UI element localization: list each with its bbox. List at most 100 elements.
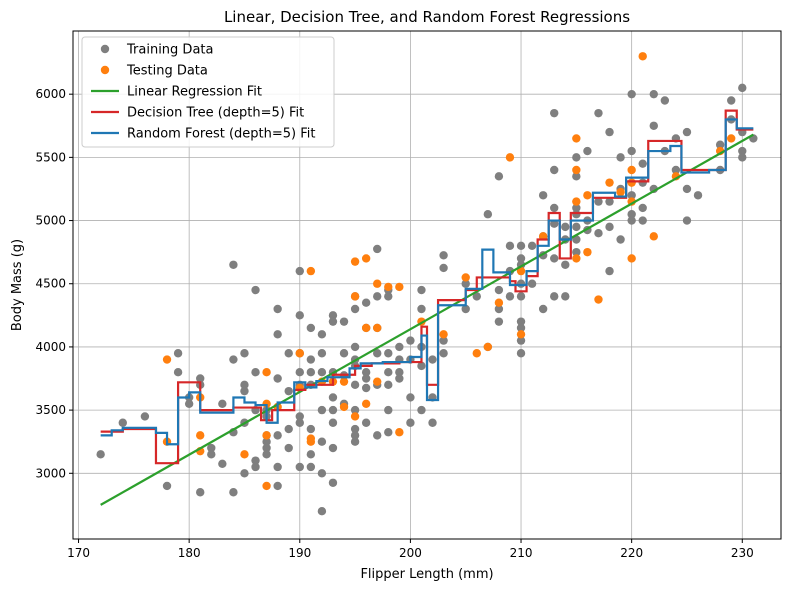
training-point	[738, 146, 747, 156]
chart-title: Linear, Decision Tree, and Random Forest…	[224, 8, 630, 26]
x-tick-label: 230	[731, 546, 754, 560]
x-axis-label: Flipper Length (mm)	[360, 567, 493, 582]
legend-label: Linear Regression Fit	[127, 85, 262, 100]
testing-point	[516, 330, 526, 339]
training-point	[605, 197, 614, 206]
training-point	[461, 304, 470, 314]
training-point	[550, 254, 559, 263]
testing-point	[373, 323, 382, 333]
training-point	[406, 418, 415, 427]
training-point	[306, 462, 316, 472]
training-point	[262, 437, 271, 446]
testing-point	[505, 153, 515, 162]
training-point	[527, 279, 537, 288]
training-point	[417, 304, 426, 314]
training-point	[373, 431, 382, 440]
training-point	[406, 336, 415, 345]
training-point	[328, 311, 338, 320]
training-point	[638, 203, 647, 213]
training-point	[384, 292, 393, 301]
training-point	[196, 488, 205, 497]
training-point	[229, 260, 238, 269]
y-tick-label: 3500	[35, 403, 66, 417]
training-point	[406, 393, 415, 402]
plot-area	[96, 52, 758, 516]
testing-point	[196, 431, 205, 440]
testing-point	[627, 165, 636, 175]
legend: Training Data Testing Data Linear Regressi…	[81, 36, 335, 148]
x-tick-label: 210	[510, 546, 533, 560]
training-point	[439, 251, 448, 260]
training-point	[516, 323, 526, 333]
training-point	[682, 216, 692, 225]
testing-point	[494, 298, 504, 307]
training-point	[317, 405, 327, 415]
testing-point	[572, 165, 581, 175]
testing-point	[516, 266, 526, 276]
training-point	[328, 478, 338, 487]
training-point	[317, 349, 327, 358]
testing-point	[162, 355, 172, 364]
training-point	[538, 191, 548, 200]
testing-point	[727, 134, 736, 143]
testing-point	[350, 292, 360, 301]
testing-point	[262, 481, 271, 491]
training-point	[284, 386, 293, 396]
training-point	[516, 349, 526, 358]
testing-point	[439, 330, 448, 339]
legend-marker	[100, 44, 110, 54]
training-point	[350, 424, 360, 434]
testing-point	[583, 191, 592, 200]
training-point	[373, 349, 382, 358]
training-point	[527, 241, 537, 251]
training-point	[295, 418, 304, 427]
training-point	[638, 159, 647, 168]
training-point	[284, 443, 293, 453]
y-tick-label: 5000	[35, 214, 66, 228]
training-point	[162, 481, 172, 491]
training-point	[727, 96, 736, 105]
training-point	[317, 437, 327, 446]
testing-point	[572, 134, 581, 143]
training-point	[361, 367, 371, 377]
training-point	[649, 121, 658, 130]
training-point	[384, 367, 393, 377]
training-point	[306, 323, 316, 333]
legend-marker	[100, 65, 110, 75]
training-point	[516, 336, 526, 345]
testing-point	[361, 399, 371, 408]
training-points	[96, 83, 758, 516]
training-point	[118, 418, 127, 427]
training-point	[561, 222, 570, 232]
y-tick-label: 4000	[35, 340, 66, 354]
training-point	[361, 383, 371, 393]
training-point	[295, 311, 304, 320]
training-point	[627, 216, 636, 225]
training-point	[439, 349, 448, 358]
training-point	[306, 355, 316, 364]
testing-point	[384, 282, 393, 292]
training-point	[483, 210, 493, 219]
training-point	[96, 450, 105, 459]
training-point	[417, 285, 426, 295]
training-point	[693, 191, 703, 200]
training-point	[350, 431, 360, 440]
training-point	[605, 266, 614, 276]
training-point	[328, 405, 338, 415]
training-point	[328, 443, 338, 453]
training-point	[428, 355, 437, 364]
training-point	[605, 222, 614, 232]
linear-fit-line	[100, 133, 754, 506]
training-point	[738, 153, 747, 162]
training-point	[251, 456, 260, 465]
training-point	[572, 203, 581, 213]
training-point	[538, 304, 548, 314]
training-point	[251, 367, 260, 377]
training-point	[660, 96, 670, 105]
training-point	[384, 405, 393, 415]
training-point	[262, 450, 271, 459]
training-point	[682, 127, 692, 137]
training-point	[384, 380, 393, 390]
training-point	[240, 380, 249, 390]
testing-point	[605, 178, 614, 187]
